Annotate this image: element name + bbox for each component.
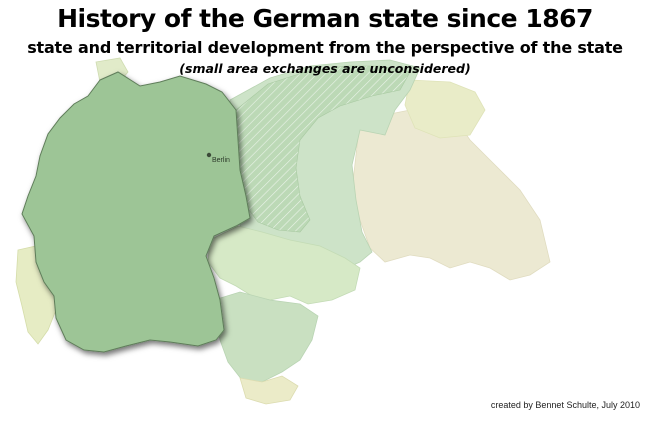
map-subtitle: state and territorial development from t… <box>27 38 623 57</box>
southern-austrian-region <box>207 225 361 305</box>
eastern-pale-region <box>351 109 551 281</box>
map-note: (small area exchanges are unconsidered) <box>179 61 471 76</box>
map-title: History of the German state since 1867 <box>57 4 593 33</box>
north-east-pale-region <box>404 79 486 139</box>
berlin-marker <box>206 152 212 158</box>
berlin-label: Berlin <box>212 157 230 164</box>
far-south-pale-region <box>239 375 299 405</box>
credit-text: created by Bennet Schulte, July 2010 <box>490 400 640 410</box>
modern-germany <box>21 71 251 353</box>
hatched-former-territory <box>235 65 411 233</box>
southern-extension <box>213 291 319 383</box>
